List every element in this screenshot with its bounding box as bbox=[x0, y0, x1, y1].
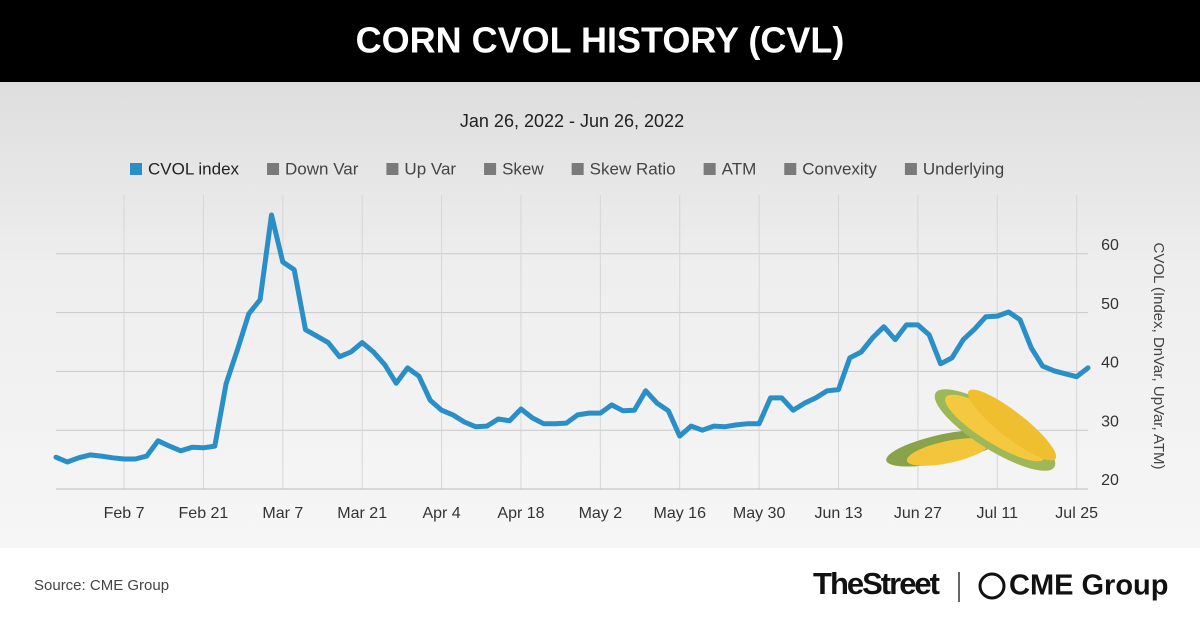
data-line bbox=[53, 212, 1091, 465]
legend-swatch bbox=[703, 163, 716, 175]
source-note: Source: CME Group bbox=[34, 577, 169, 594]
legend: CVOL index Down Var Up Var Skew Skew Ratio AT… bbox=[130, 159, 1004, 178]
x-tick-label: Jul 11 bbox=[977, 505, 1019, 522]
legend-swatch bbox=[130, 163, 142, 175]
chart-title: CORN CVOL HISTORY (CVL) bbox=[356, 20, 845, 61]
x-tick-label: Mar 21 bbox=[337, 505, 387, 522]
footer-bar bbox=[0, 548, 1200, 618]
legend-swatch bbox=[386, 163, 399, 175]
legend-item[interactable]: Underlying bbox=[923, 159, 1004, 178]
y-tick-label: 40 bbox=[1101, 355, 1119, 372]
legend-item[interactable]: Skew Ratio bbox=[590, 159, 676, 178]
globe-icon bbox=[978, 572, 1006, 600]
brand-logo: CME Group bbox=[1009, 570, 1169, 602]
legend-item[interactable]: CVOL index bbox=[148, 159, 240, 178]
legend-item[interactable]: ATM bbox=[722, 159, 757, 178]
x-tick-label: Mar 7 bbox=[262, 505, 303, 522]
x-tick-label: Feb 21 bbox=[179, 505, 229, 522]
brand-logo: TheStreet bbox=[813, 566, 940, 601]
legend-swatch bbox=[571, 163, 584, 175]
y-tick-label: 60 bbox=[1101, 237, 1119, 254]
header-bar bbox=[0, 0, 1200, 82]
legend-swatch bbox=[904, 163, 917, 175]
legend-item[interactable]: Up Var bbox=[404, 159, 456, 178]
chart-subtitle: Jan 26, 2022 - Jun 26, 2022 bbox=[460, 111, 684, 131]
y-tick-label: 20 bbox=[1101, 472, 1119, 489]
legend-item[interactable]: Convexity bbox=[802, 159, 877, 178]
y-tick-label: 50 bbox=[1101, 296, 1119, 313]
legend-item[interactable]: Skew bbox=[502, 159, 544, 178]
legend-swatch bbox=[267, 163, 280, 175]
x-tick-label: May 16 bbox=[654, 505, 707, 522]
legend-swatch bbox=[484, 163, 497, 175]
y-axis-title: CVOL (Index, DnVar, UpVar, ATM) bbox=[1150, 242, 1167, 469]
x-tick-label: May 30 bbox=[733, 505, 786, 522]
corn-illustration bbox=[886, 389, 1057, 471]
x-tick-label: Jul 25 bbox=[1055, 505, 1098, 522]
y-tick-label: 30 bbox=[1101, 413, 1119, 430]
x-tick-label: Apr 4 bbox=[422, 505, 460, 522]
plot-area: 20 30 40 50 60 Feb 7 Feb 21 Mar 7 Mar 21 Apr 4 Apr… bbox=[53, 195, 1119, 522]
legend-item[interactable]: Down Var bbox=[285, 159, 359, 178]
x-tick-label: Jun 13 bbox=[814, 505, 862, 522]
x-tick-label: Feb 7 bbox=[104, 505, 145, 522]
legend-swatch bbox=[784, 163, 797, 175]
x-tick-label: Apr 18 bbox=[497, 505, 544, 522]
x-tick-label: May 2 bbox=[579, 505, 623, 522]
x-tick-label: Jun 27 bbox=[894, 505, 942, 522]
